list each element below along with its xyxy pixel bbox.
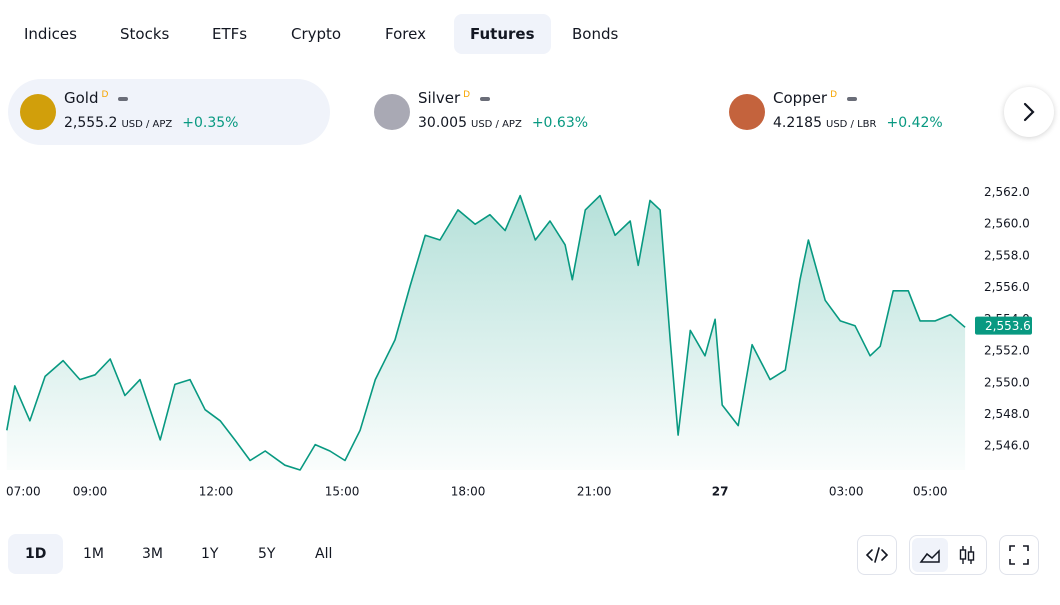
delay-badge: D bbox=[101, 90, 109, 100]
symbol-card[interactable]: Gold D 2,555.2 USD / APZ +0.35% bbox=[8, 79, 330, 145]
price: 30.005 bbox=[418, 115, 467, 131]
x-tick-label: 15:00 bbox=[325, 485, 360, 499]
tab[interactable]: Stocks bbox=[120, 25, 170, 43]
status-dash bbox=[847, 96, 858, 101]
x-tick-label: 21:00 bbox=[577, 485, 612, 499]
status-dash bbox=[118, 96, 129, 101]
y-tick-label: 2,548.0 bbox=[984, 407, 1030, 421]
y-tick-label: 2,546.0 bbox=[984, 439, 1030, 453]
x-tick-label: 09:00 bbox=[73, 485, 108, 499]
tab[interactable]: Futures bbox=[454, 14, 551, 54]
symbol-name-text: Gold bbox=[64, 89, 99, 107]
unit: USD / APZ bbox=[471, 119, 522, 130]
tab[interactable]: Bonds bbox=[572, 25, 619, 43]
unit: USD / APZ bbox=[121, 119, 173, 130]
code-icon bbox=[865, 547, 889, 563]
delay-badge: D bbox=[463, 90, 471, 100]
price-line bbox=[6, 194, 966, 471]
symbol-quote: 4.2185 USD / LBR +0.42% bbox=[773, 115, 943, 131]
y-tick-label: 2,558.0 bbox=[984, 248, 1030, 262]
area-type-button[interactable] bbox=[912, 538, 948, 572]
x-tick-label: 07:00 bbox=[6, 485, 41, 499]
tab[interactable]: ETFs bbox=[212, 25, 248, 43]
unit: USD / LBR bbox=[826, 119, 877, 130]
symbol-card[interactable]: Silver D 30.005 USD / APZ +0.63% bbox=[362, 79, 684, 145]
change: +0.42% bbox=[886, 115, 943, 131]
range-button[interactable]: 1Y bbox=[201, 546, 219, 562]
tab[interactable]: Forex bbox=[385, 25, 426, 43]
symbol-name-text: Silver bbox=[418, 89, 461, 107]
symbol-name: Silver D bbox=[418, 89, 491, 107]
symbol-icon bbox=[374, 94, 410, 130]
x-tick-label: 05:00 bbox=[913, 485, 948, 499]
symbol-icon bbox=[729, 94, 765, 130]
symbol-name: Copper D bbox=[773, 89, 858, 107]
candle-icon bbox=[959, 546, 975, 564]
range-button[interactable]: 1M bbox=[83, 546, 104, 562]
embed-button[interactable] bbox=[857, 535, 897, 575]
area-icon bbox=[919, 549, 940, 563]
range-button[interactable]: 5Y bbox=[258, 546, 276, 562]
tab[interactable]: Crypto bbox=[291, 25, 342, 43]
next-button[interactable] bbox=[1004, 87, 1054, 137]
symbol-quote: 30.005 USD / APZ +0.63% bbox=[418, 115, 588, 131]
symbol-icon bbox=[20, 94, 56, 130]
range-button[interactable]: All bbox=[315, 546, 333, 562]
candle-type-button[interactable] bbox=[950, 538, 984, 572]
y-tick-label: 2,552.0 bbox=[984, 344, 1030, 358]
symbol-card[interactable]: Copper D 4.2185 USD / LBR +0.42% bbox=[717, 79, 1039, 145]
y-tick-label: 2,556.0 bbox=[984, 280, 1030, 294]
chevron-icon bbox=[1023, 102, 1035, 122]
last-price-label: 2,553.6 bbox=[985, 319, 1031, 333]
price: 2,555.2 bbox=[64, 115, 118, 131]
symbol-quote: 2,555.2 USD / APZ +0.35% bbox=[64, 115, 238, 131]
x-tick-label: 27 bbox=[712, 485, 729, 499]
x-tick-label: 18:00 bbox=[451, 485, 486, 499]
y-tick-label: 2,562.0 bbox=[984, 185, 1030, 199]
tab[interactable]: Indices bbox=[24, 25, 77, 43]
x-tick-label: 12:00 bbox=[199, 485, 234, 499]
y-tick-label: 2,550.0 bbox=[984, 375, 1030, 389]
chart-type-group bbox=[909, 535, 987, 575]
area-fill bbox=[6, 195, 966, 470]
change: +0.35% bbox=[182, 115, 239, 131]
change: +0.63% bbox=[531, 115, 589, 131]
price: 4.2185 bbox=[773, 115, 822, 131]
x-tick-label: 03:00 bbox=[829, 485, 864, 499]
delay-badge: D bbox=[830, 90, 838, 100]
status-dash bbox=[480, 96, 491, 101]
range-button[interactable]: 3M bbox=[142, 546, 163, 562]
range-button[interactable]: 1D bbox=[8, 534, 64, 574]
y-tick-label: 2,560.0 bbox=[984, 217, 1030, 231]
last-price-badge bbox=[975, 316, 1032, 335]
fullscreen-button[interactable] bbox=[999, 535, 1039, 575]
symbol-name-text: Copper bbox=[773, 89, 828, 107]
fullscreen-icon bbox=[1009, 545, 1029, 565]
symbol-name: Gold D bbox=[64, 89, 129, 107]
